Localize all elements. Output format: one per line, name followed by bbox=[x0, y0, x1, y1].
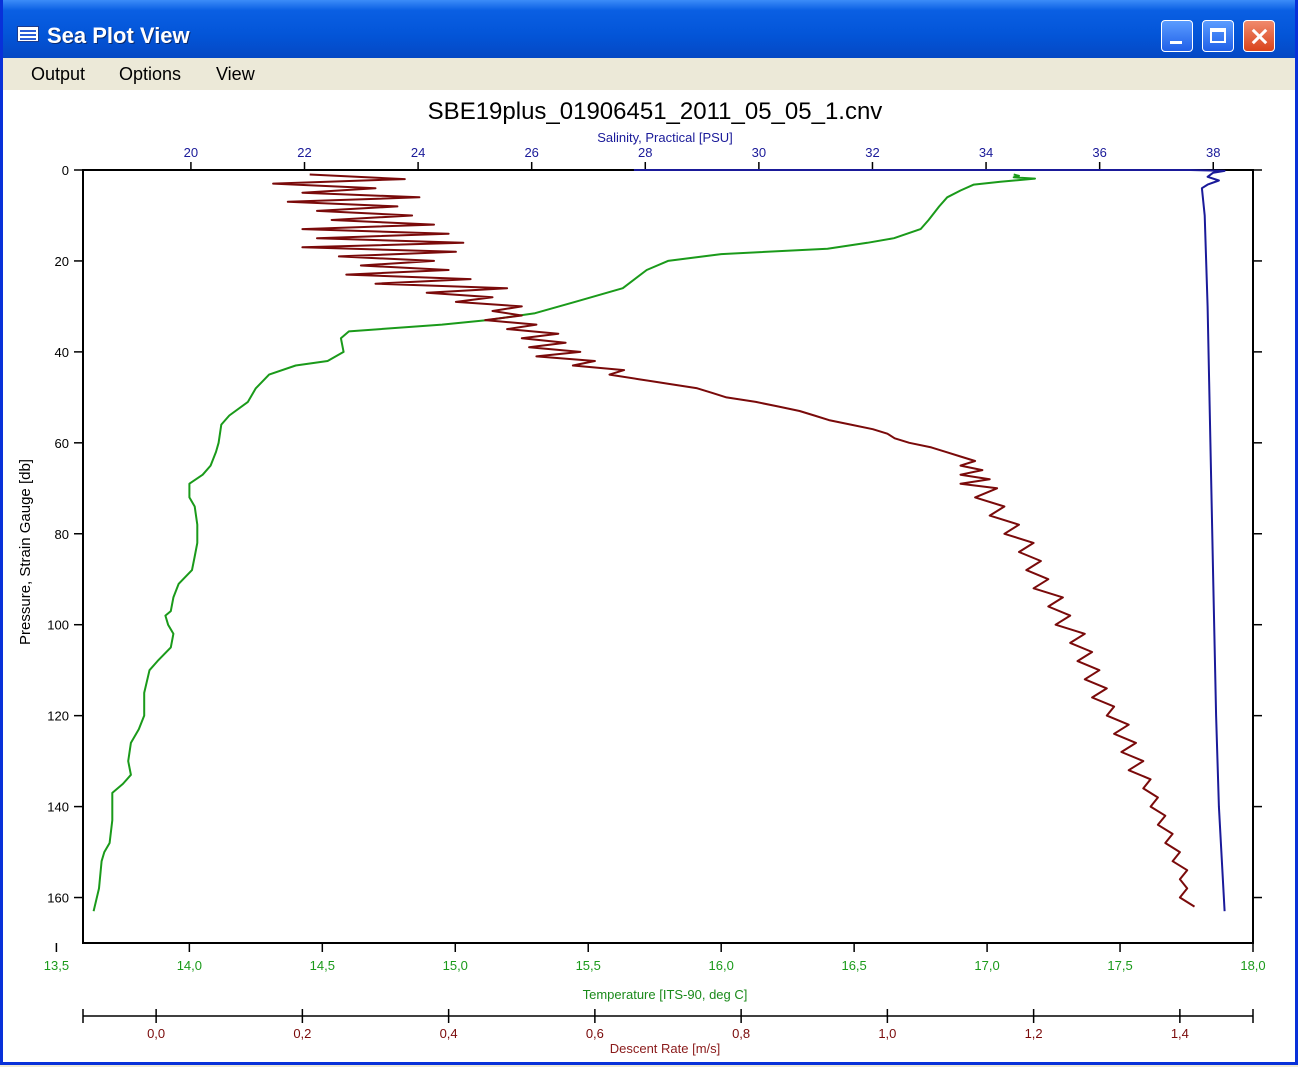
menu-output[interactable]: Output bbox=[31, 64, 86, 84]
temperature-tick-label: 16,5 bbox=[841, 958, 866, 973]
salinity-tick-label: 22 bbox=[297, 145, 311, 160]
temperature-tick-label: 18,0 bbox=[1240, 958, 1265, 973]
descent-rate-tick-label: 0,6 bbox=[586, 1026, 604, 1041]
y-tick-label: 0 bbox=[62, 163, 69, 178]
sea-plot-chart: SBE19plus_01906451_2011_05_05_1.cnv Sali… bbox=[17, 98, 1266, 1056]
chart-title: SBE19plus_01906451_2011_05_05_1.cnv bbox=[428, 98, 883, 125]
y-tick-label: 120 bbox=[47, 709, 69, 724]
salinity-tick-label: 30 bbox=[752, 145, 766, 160]
descent-rate-line bbox=[272, 173, 1196, 908]
descent-rate-tick-label: 0,8 bbox=[732, 1026, 750, 1041]
temperature-tick-label: 17,0 bbox=[974, 958, 999, 973]
temperature-tick-label: 15,0 bbox=[443, 958, 468, 973]
temperature-tick-label: 14,5 bbox=[310, 958, 335, 973]
y-tick-label: 80 bbox=[55, 527, 69, 542]
salinity-line bbox=[633, 169, 1226, 912]
salinity-tick-label: 28 bbox=[638, 145, 652, 160]
descent-rate-tick-label: 1,2 bbox=[1025, 1026, 1043, 1041]
salinity-tick-label: 34 bbox=[979, 145, 993, 160]
descent-rate-tick-label: 0,2 bbox=[293, 1026, 311, 1041]
descent-rate-axis-label: Descent Rate [m/s] bbox=[610, 1041, 721, 1056]
temperature-tick-label: 17,5 bbox=[1107, 958, 1132, 973]
temperature-tick-label: 14,0 bbox=[177, 958, 202, 973]
minimize-icon[interactable] bbox=[1161, 20, 1193, 52]
descent-rate-tick-label: 0,0 bbox=[147, 1026, 165, 1041]
descent-rate-tick-label: 0,4 bbox=[440, 1026, 458, 1041]
menu-options[interactable]: Options bbox=[119, 64, 182, 84]
salinity-tick-label: 24 bbox=[411, 145, 425, 160]
y-tick-label: 40 bbox=[55, 345, 69, 360]
temperature-axis-label: Temperature [ITS-90, deg C] bbox=[583, 987, 748, 1002]
y-tick-label: 100 bbox=[47, 618, 69, 633]
y-tick-label: 20 bbox=[55, 254, 69, 269]
y-tick-label: 160 bbox=[47, 891, 69, 906]
temperature-tick-label: 16,0 bbox=[709, 958, 734, 973]
salinity-tick-label: 32 bbox=[865, 145, 879, 160]
temperature-tick-label: 15,5 bbox=[576, 958, 601, 973]
title-bar[interactable]: Sea Plot View bbox=[3, 0, 1295, 58]
app-icon bbox=[17, 26, 39, 42]
descent-rate-tick-label: 1,0 bbox=[878, 1026, 896, 1041]
salinity-tick-label: 38 bbox=[1206, 145, 1220, 160]
close-icon[interactable] bbox=[1243, 20, 1275, 52]
y-tick-label: 60 bbox=[55, 436, 69, 451]
salinity-axis-label: Salinity, Practical [PSU] bbox=[597, 130, 733, 145]
menu-view[interactable]: View bbox=[216, 64, 255, 84]
menu-bar bbox=[3, 58, 1295, 90]
pressure-axis-label: Pressure, Strain Gauge [db] bbox=[17, 459, 34, 645]
salinity-tick-label: 26 bbox=[524, 145, 538, 160]
plot-frame bbox=[82, 169, 1254, 944]
maximize-icon[interactable] bbox=[1202, 20, 1234, 52]
salinity-tick-label: 36 bbox=[1092, 145, 1106, 160]
y-tick-label: 140 bbox=[47, 800, 69, 815]
temperature-tick-label: 13,5 bbox=[44, 958, 69, 973]
window-title: Sea Plot View bbox=[47, 23, 190, 48]
temperature-line bbox=[92, 173, 1036, 912]
plot-area: SBE19plus_01906451_2011_05_05_1.cnv Sali… bbox=[3, 90, 1295, 1062]
descent-rate-tick-label: 1,4 bbox=[1171, 1026, 1189, 1041]
salinity-tick-label: 20 bbox=[184, 145, 198, 160]
